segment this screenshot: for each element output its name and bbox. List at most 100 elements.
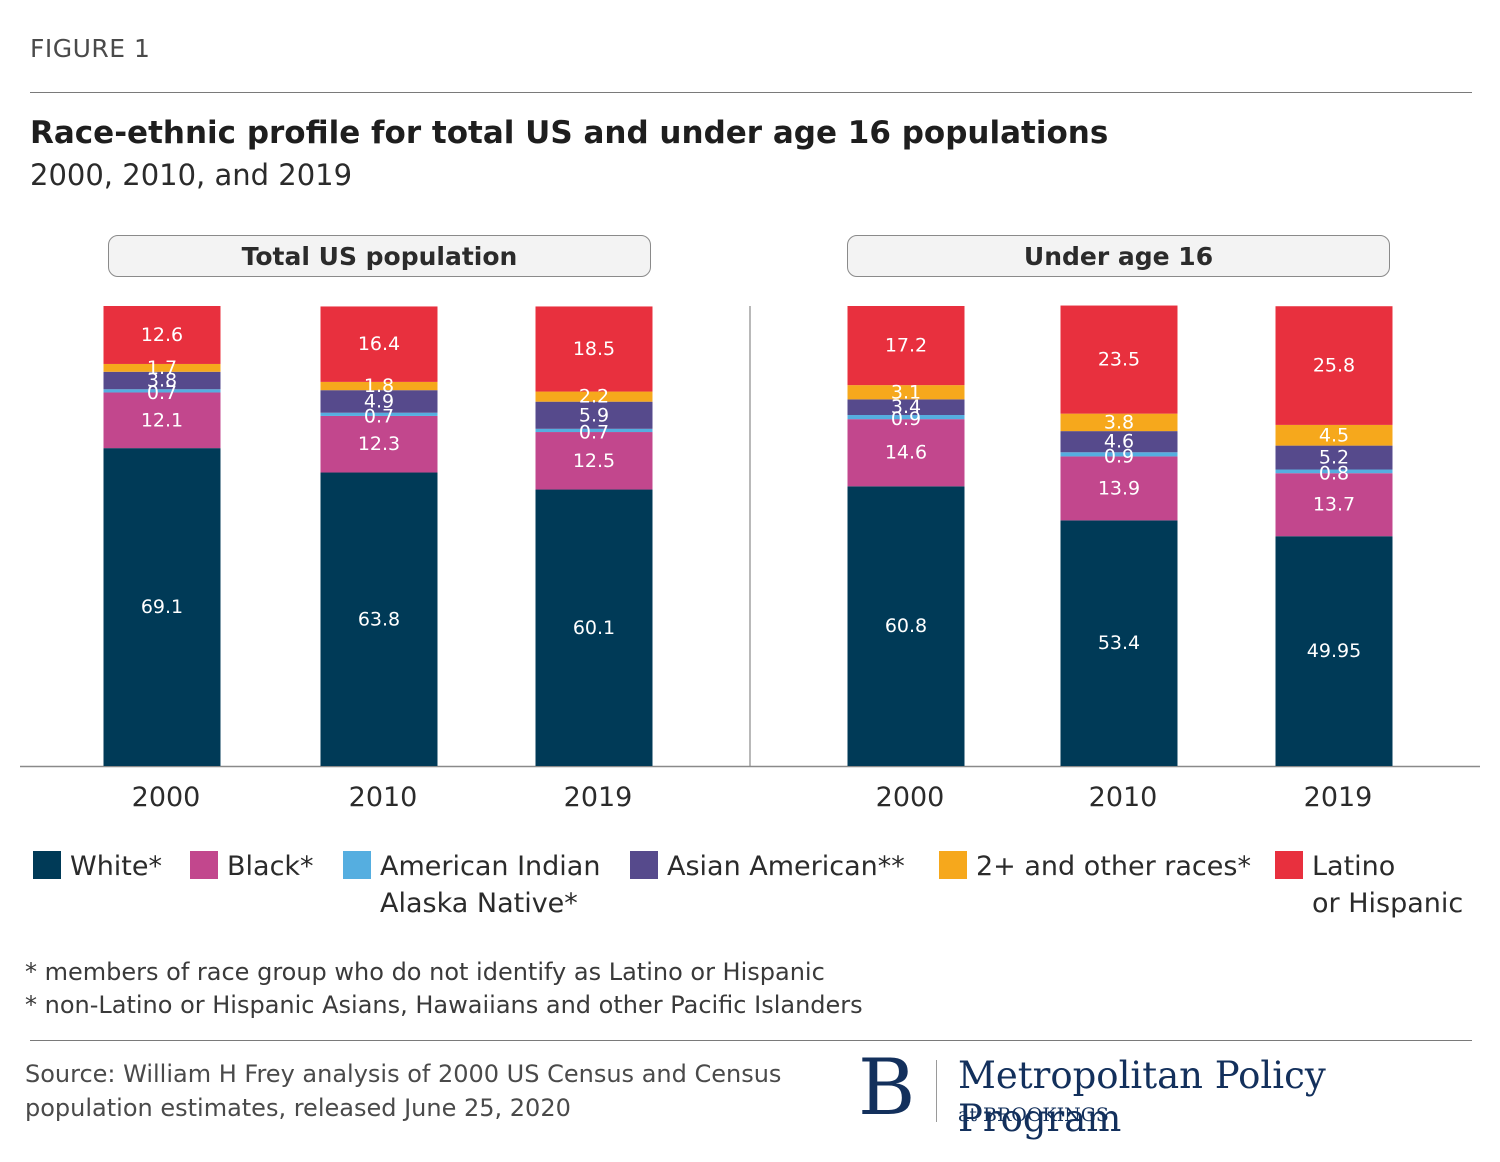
value-label-asian-american-under-age-16-2000: 3.4 <box>891 396 921 418</box>
value-label-black-under-age-16-2010: 13.9 <box>1098 477 1140 499</box>
x-tick-label-under-age-16-2019: 2019 <box>1304 782 1373 813</box>
value-label-latino-or-hispanic-under-age-16-2019: 25.8 <box>1313 355 1355 377</box>
bar-segment-latino-or-hispanic-total-us-population-2010 <box>320 306 438 382</box>
value-label-american-indian-alaska-native-under-age-16-2000: 0.9 <box>891 408 921 430</box>
value-label-2-and-other-races-total-us-population-2019: 2.2 <box>579 386 609 408</box>
value-label-white-total-us-population-2010: 63.8 <box>358 608 400 630</box>
value-label-latino-or-hispanic-under-age-16-2010: 23.5 <box>1098 349 1140 371</box>
value-label-white-total-us-population-2000: 69.1 <box>141 596 183 618</box>
logo-program-name: Metropolitan Policy Program <box>958 1054 1326 1140</box>
legend-swatch-black <box>190 851 218 879</box>
value-label-white-total-us-population-2019: 60.1 <box>573 617 615 639</box>
value-label-black-total-us-population-2010: 12.3 <box>358 433 400 455</box>
footnote-1: * members of race group who do not ident… <box>25 958 825 986</box>
value-label-asian-american-under-age-16-2010: 4.6 <box>1104 431 1134 453</box>
legend-swatch-two-plus-races <box>939 851 967 879</box>
value-label-american-indian-alaska-native-total-us-population-2019: 0.7 <box>579 421 609 443</box>
bar-segment-black-under-age-16-2019 <box>1275 473 1393 537</box>
x-tick-label-under-age-16-2000: 2000 <box>876 782 945 813</box>
bar-segment-2-and-other-races-under-age-16-2000 <box>847 385 965 400</box>
top-divider <box>30 92 1472 93</box>
source-line-1: Source: William H Frey analysis of 2000 … <box>25 1060 782 1088</box>
bar-segment-american-indian-alaska-native-total-us-population-2010 <box>320 412 438 416</box>
legend-item-white: White* <box>33 848 162 885</box>
chart-title: Race-ethnic profile for total US and und… <box>30 115 1109 151</box>
x-tick-label-total-us-population-2000: 2000 <box>132 782 201 813</box>
value-label-latino-or-hispanic-total-us-population-2019: 18.5 <box>573 338 615 360</box>
legend-swatch-american-indian <box>343 851 371 879</box>
bar-segment-black-total-us-population-2019 <box>535 432 653 490</box>
bar-segment-2-and-other-races-total-us-population-2019 <box>535 391 653 402</box>
bar-segment-latino-or-hispanic-total-us-population-2000 <box>103 306 221 364</box>
legend-label-latino-line1: Latino <box>1312 851 1396 882</box>
legend-label-two-plus-races: 2+ and other races* <box>976 851 1251 882</box>
bar-segment-white-total-us-population-2010 <box>320 472 438 766</box>
brookings-logo-letter: B <box>858 1043 916 1133</box>
value-label-2-and-other-races-under-age-16-2000: 3.1 <box>891 381 921 403</box>
value-label-2-and-other-races-total-us-population-2010: 1.8 <box>364 375 394 397</box>
value-label-white-under-age-16-2019: 49.95 <box>1307 640 1361 662</box>
legend-item-two-plus-races: 2+ and other races* <box>939 848 1251 885</box>
value-label-latino-or-hispanic-under-age-16-2000: 17.2 <box>885 335 927 357</box>
legend-swatch-asian-american <box>630 851 658 879</box>
bar-segment-white-under-age-16-2019 <box>1275 536 1393 766</box>
stacked-bar-chart: 69.112.10.73.81.712.6200063.812.30.74.91… <box>20 305 1480 813</box>
logo-institution: at BROOKINGS <box>958 1104 1109 1126</box>
bar-segment-latino-or-hispanic-under-age-16-2010 <box>1060 305 1178 414</box>
bar-segment-latino-or-hispanic-under-age-16-2019 <box>1275 306 1393 425</box>
bar-segment-2-and-other-races-under-age-16-2019 <box>1275 424 1393 446</box>
bar-segment-black-under-age-16-2010 <box>1060 456 1178 521</box>
bar-segment-2-and-other-races-total-us-population-2000 <box>103 363 221 372</box>
bar-segment-latino-or-hispanic-total-us-population-2019 <box>535 306 653 392</box>
bar-segment-american-indian-alaska-native-total-us-population-2000 <box>103 389 221 393</box>
value-label-american-indian-alaska-native-total-us-population-2000: 0.7 <box>147 382 177 404</box>
logo-separator <box>936 1060 937 1122</box>
value-label-white-under-age-16-2010: 53.4 <box>1098 632 1140 654</box>
legend-label-american-indian-line2: Alaska Native* <box>380 888 578 919</box>
source-note: Source: William H Frey analysis of 2000 … <box>25 1057 845 1125</box>
panel-header-total-us: Total US population <box>108 235 651 277</box>
bar-segment-white-under-age-16-2000 <box>847 486 965 766</box>
value-label-2-and-other-races-under-age-16-2019: 4.5 <box>1319 424 1349 446</box>
legend-item-american-indian: American Indian Alaska Native* <box>343 848 600 922</box>
bar-segment-american-indian-alaska-native-total-us-population-2019 <box>535 428 653 433</box>
legend-item-black: Black* <box>190 848 314 885</box>
x-tick-label-under-age-16-2010: 2010 <box>1089 782 1158 813</box>
value-label-black-under-age-16-2019: 13.7 <box>1313 494 1355 516</box>
bar-segment-american-indian-alaska-native-under-age-16-2000 <box>847 415 965 420</box>
bottom-divider <box>30 1040 1472 1041</box>
legend-label-white: White* <box>70 851 163 882</box>
value-label-white-under-age-16-2000: 60.8 <box>885 615 927 637</box>
figure-label: FIGURE 1 <box>30 34 151 63</box>
bar-segment-latino-or-hispanic-under-age-16-2000 <box>847 306 965 386</box>
footnote-2: * non-Latino or Hispanic Asians, Hawaiia… <box>25 991 863 1019</box>
bar-segment-white-total-us-population-2019 <box>535 489 653 766</box>
bar-segment-black-under-age-16-2000 <box>847 419 965 487</box>
bar-segment-asian-american-total-us-population-2000 <box>103 371 221 390</box>
bar-segment-white-total-us-population-2000 <box>103 448 221 766</box>
value-label-asian-american-total-us-population-2000: 3.8 <box>147 370 177 392</box>
bar-segment-asian-american-under-age-16-2000 <box>847 399 965 416</box>
bar-segment-asian-american-under-age-16-2010 <box>1060 431 1178 453</box>
legend: White* Black* American Indian Alaska Nat… <box>0 848 1500 928</box>
bar-segment-asian-american-total-us-population-2019 <box>535 401 653 429</box>
legend-label-latino-line2: or Hispanic <box>1312 888 1464 919</box>
value-label-black-total-us-population-2000: 12.1 <box>141 409 183 431</box>
bar-segment-2-and-other-races-total-us-population-2010 <box>320 381 438 391</box>
source-line-2: population estimates, released June 25, … <box>25 1094 571 1122</box>
value-label-2-and-other-races-total-us-population-2000: 1.7 <box>147 357 177 379</box>
value-label-asian-american-under-age-16-2019: 5.2 <box>1319 447 1349 469</box>
bar-segment-black-total-us-population-2010 <box>320 415 438 473</box>
value-label-latino-or-hispanic-total-us-population-2000: 12.6 <box>141 324 183 346</box>
value-label-asian-american-total-us-population-2010: 4.9 <box>364 390 394 412</box>
panel-header-under-16: Under age 16 <box>847 235 1390 277</box>
x-tick-label-total-us-population-2010: 2010 <box>349 782 418 813</box>
value-label-american-indian-alaska-native-under-age-16-2010: 0.9 <box>1104 445 1134 467</box>
value-label-american-indian-alaska-native-under-age-16-2019: 0.8 <box>1319 462 1349 484</box>
bar-segment-black-total-us-population-2000 <box>103 392 221 449</box>
value-label-black-under-age-16-2000: 14.6 <box>885 442 927 464</box>
chart-subtitle: 2000, 2010, and 2019 <box>30 158 353 192</box>
legend-item-asian-american: Asian American** <box>630 848 905 885</box>
bar-segment-2-and-other-races-under-age-16-2010 <box>1060 413 1178 432</box>
value-label-asian-american-total-us-population-2019: 5.9 <box>579 404 609 426</box>
